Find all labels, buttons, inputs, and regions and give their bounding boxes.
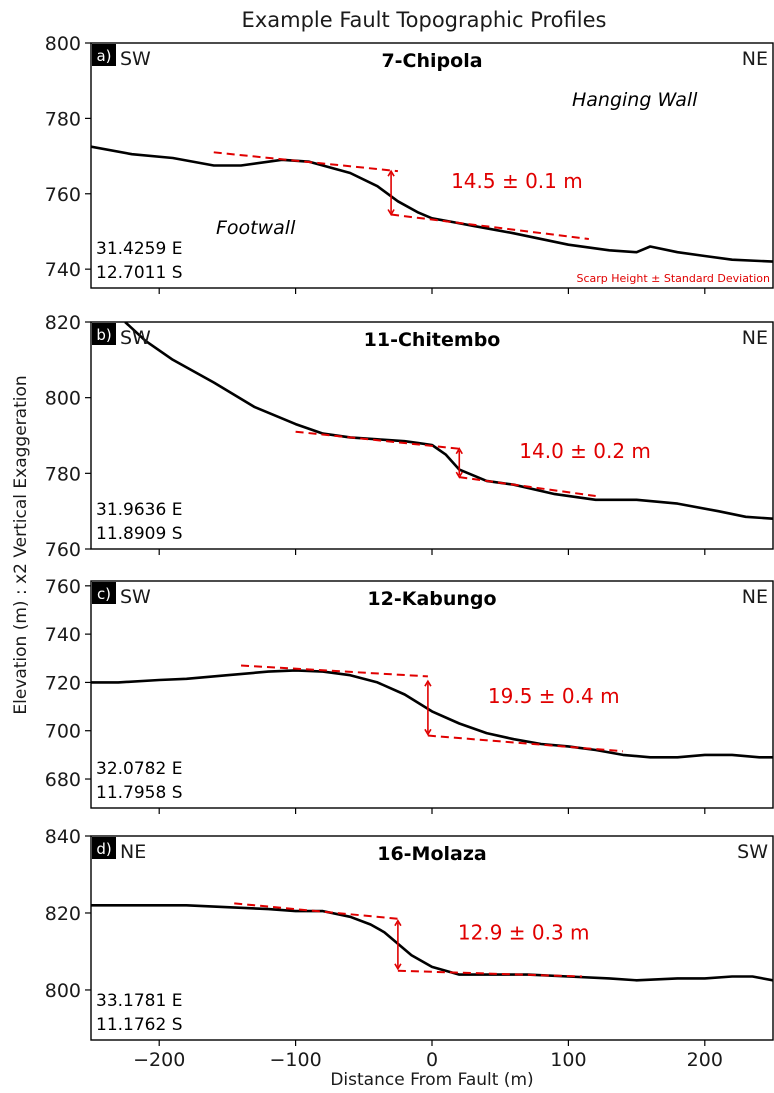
scarp-arrow-head-top: [424, 679, 432, 687]
panel-tag: c): [97, 585, 111, 603]
panel-4: 800 820 840 d) NE SW 16-Molaza 33.1781 E 11.1762…: [45, 826, 774, 1046]
y-tick-label: 780: [45, 108, 81, 130]
scarp-arrow-head-top: [387, 169, 395, 177]
y-tick-label: 800: [45, 33, 81, 55]
plot-frame: [90, 42, 774, 289]
direction-left: NE: [120, 841, 146, 863]
scarp-arrow-head-top: [394, 919, 402, 927]
panels: 740 760 780 800 a) SW NE 7-Chipola 31.4259 E 12.7…: [45, 33, 774, 1071]
fit-line-lower: [397, 969, 583, 978]
x-tick-label: 200: [687, 1049, 723, 1071]
scarp-height-label: 14.5 ± 0.1 m: [451, 169, 583, 193]
y-tick-label: 800: [45, 980, 81, 1002]
scarp-arrow-head-bottom: [424, 728, 432, 736]
coord-latitude: 11.1762 S: [96, 1015, 183, 1035]
y-tick-label: 780: [45, 463, 81, 485]
coord-latitude: 11.7958 S: [96, 783, 183, 803]
panel-title: 12-Kabungo: [367, 588, 496, 610]
profile-line: [124, 322, 773, 520]
fit-line-lower: [390, 213, 589, 240]
scarp-arrow-head-top: [455, 447, 463, 455]
direction-right: NE: [742, 586, 768, 608]
fit-line-lower: [427, 734, 624, 753]
direction-left: SW: [120, 327, 151, 349]
x-axis-label: Distance From Fault (m): [330, 1070, 533, 1090]
footwall-label: Footwall: [216, 217, 296, 239]
coord-longitude: 33.1781 E: [96, 991, 182, 1011]
fit-line-lower: [459, 476, 596, 498]
panel-tag: a): [96, 47, 111, 65]
y-tick-label: 720: [45, 672, 81, 694]
y-tick-label: 760: [45, 184, 81, 206]
fit-line-upper: [295, 430, 460, 450]
panel-2: 760 780 800 820 b) SW NE 11-Chitembo 31.9636 E 11…: [45, 312, 774, 561]
y-tick-label: 680: [45, 769, 81, 791]
panel-tag: b): [96, 326, 111, 344]
panel-tag-bg: [92, 582, 116, 604]
coord-longitude: 31.9636 E: [96, 500, 182, 520]
panel-title: 16-Molaza: [377, 843, 487, 865]
panel-3: 680 700 720 740 760 c) SW NE 12-Kabungo 32.0782 E…: [45, 576, 774, 814]
plot-frame: [90, 321, 774, 550]
coord-latitude: 12.7011 S: [96, 263, 183, 283]
fit-line-upper: [240, 664, 428, 678]
x-tick-label: 0: [426, 1049, 438, 1071]
direction-right: SW: [737, 841, 768, 863]
panel-tag-bg: [92, 323, 116, 345]
y-tick-label: 820: [45, 312, 81, 334]
direction-right: NE: [742, 48, 768, 70]
fit-line-upper: [234, 902, 398, 920]
direction-left: SW: [120, 586, 151, 608]
direction-right: NE: [742, 327, 768, 349]
scarp-arrow-head-bottom: [455, 471, 463, 479]
x-tick-label: 100: [550, 1049, 586, 1071]
hanging-wall-label: Hanging Wall: [572, 89, 698, 111]
panel-title: 7-Chipola: [381, 50, 482, 72]
direction-left: SW: [120, 48, 151, 70]
panel-title: 11-Chitembo: [364, 329, 501, 351]
y-tick-label: 840: [45, 826, 81, 848]
x-tick-label: −200: [133, 1049, 185, 1071]
y-tick-label: 760: [45, 576, 81, 598]
figure-title: Example Fault Topographic Profiles: [242, 8, 607, 32]
scarp-height-label: 12.9 ± 0.3 m: [458, 921, 590, 945]
plot-frame: [90, 835, 774, 1041]
y-axis-label: Elevation (m) : x2 Vertical Exaggeration: [11, 375, 31, 714]
y-tick-label: 760: [45, 539, 81, 561]
y-tick-label: 700: [45, 721, 81, 743]
coord-longitude: 31.4259 E: [96, 239, 182, 259]
scarp-arrow-head-bottom: [394, 963, 402, 971]
plot-frame: [90, 580, 774, 809]
coord-latitude: 11.8909 S: [96, 524, 183, 544]
panel-1: 740 760 780 800 a) SW NE 7-Chipola 31.4259 E 12.7…: [45, 33, 774, 294]
y-tick-label: 740: [45, 259, 81, 281]
panel-tag-bg: [92, 44, 116, 66]
scarp-legend-note: Scarp Height ± Standard Deviation: [577, 272, 771, 285]
panel-tag-bg: [92, 837, 116, 859]
scarp-height-label: 14.0 ± 0.2 m: [519, 439, 651, 463]
scarp-height-label: 19.5 ± 0.4 m: [488, 684, 620, 708]
panel-tag: d): [96, 840, 111, 858]
y-tick-label: 820: [45, 903, 81, 925]
y-tick-label: 740: [45, 624, 81, 646]
profile-line: [91, 145, 773, 263]
coord-longitude: 32.0782 E: [96, 759, 182, 779]
profile-line: [91, 903, 773, 982]
x-tick-label: −100: [270, 1049, 322, 1071]
fit-line-upper: [213, 151, 399, 173]
scarp-arrow-head-bottom: [387, 209, 395, 217]
profile-line: [91, 669, 773, 759]
y-tick-label: 800: [45, 388, 81, 410]
